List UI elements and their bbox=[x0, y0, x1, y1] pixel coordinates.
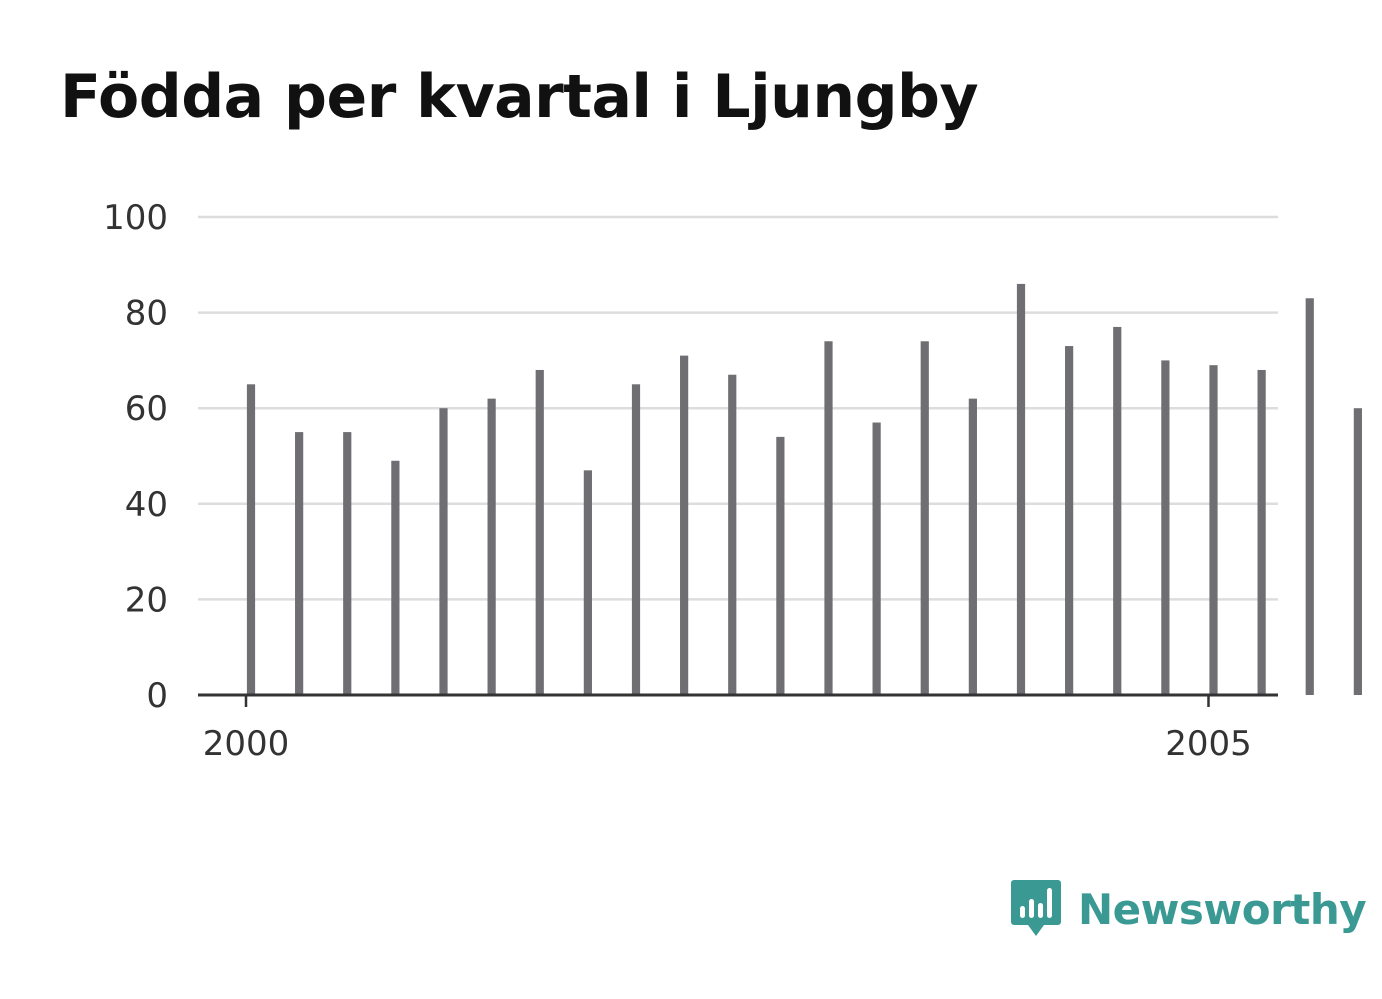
bar bbox=[487, 398, 496, 695]
grid-lines bbox=[198, 215, 1278, 601]
bar bbox=[824, 341, 833, 695]
bar bbox=[1016, 283, 1026, 695]
bar bbox=[295, 432, 304, 695]
bar bbox=[776, 436, 785, 695]
x-axis bbox=[198, 693, 1278, 707]
bar bbox=[920, 341, 929, 695]
bar bbox=[1353, 408, 1362, 695]
y-tick-label-60: 60 bbox=[125, 389, 168, 429]
bar bbox=[246, 384, 256, 695]
tick-labels: 02040608010067200020052010201520202025 bbox=[103, 198, 1252, 764]
y-tick-label-20: 20 bbox=[125, 580, 168, 620]
brand-name: Newsworthy bbox=[1078, 884, 1367, 934]
bar bbox=[1065, 346, 1074, 695]
x-tick-label-2000: 2000 bbox=[203, 724, 290, 764]
chart-title: Födda per kvartal i Ljungby bbox=[60, 62, 979, 132]
bar bbox=[391, 460, 400, 695]
bar bbox=[680, 355, 689, 695]
bar bbox=[583, 470, 592, 695]
bar bbox=[343, 432, 352, 695]
y-tick-label-100: 100 bbox=[103, 198, 168, 238]
x-tick-label-2005: 2005 bbox=[1165, 724, 1252, 764]
bar bbox=[631, 384, 641, 695]
newsworthy-logo-icon bbox=[1011, 880, 1061, 936]
newsworthy-logo: Newsworthy bbox=[1010, 878, 1367, 940]
bar bbox=[1305, 298, 1314, 695]
bar bbox=[968, 398, 977, 695]
y-tick-label-40: 40 bbox=[125, 485, 168, 525]
y-tick-label-80: 80 bbox=[125, 294, 168, 334]
bar bbox=[1161, 360, 1170, 695]
bar bbox=[728, 374, 737, 695]
bar bbox=[1257, 369, 1266, 695]
bar bbox=[439, 408, 448, 695]
y-tick-label-0: 0 bbox=[146, 676, 168, 716]
bar bbox=[872, 422, 881, 695]
bars bbox=[246, 283, 1362, 695]
bar bbox=[1209, 365, 1218, 695]
bar bbox=[1113, 326, 1122, 695]
bar bbox=[535, 369, 544, 695]
